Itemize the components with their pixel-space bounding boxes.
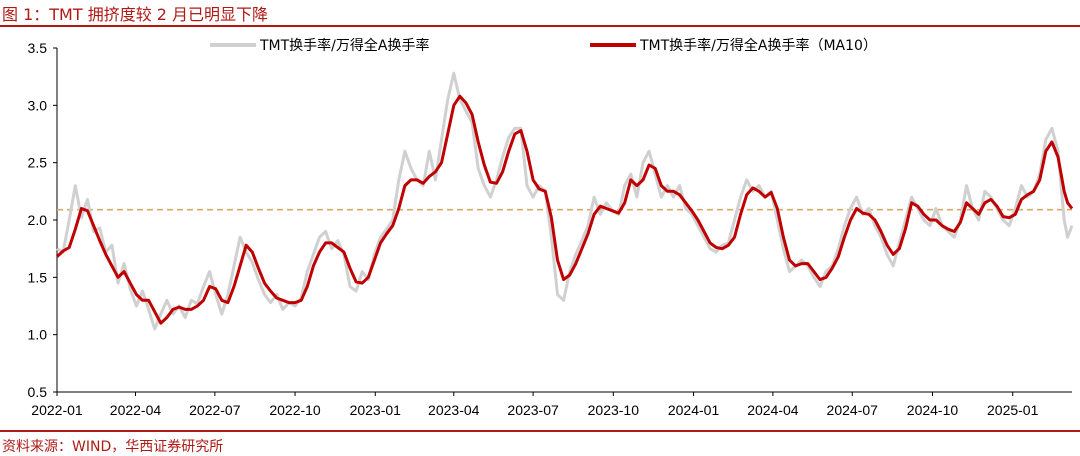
plot-area — [55, 71, 1074, 331]
y-tick-label: 1.5 — [28, 269, 48, 285]
source-note: 资料来源：WIND，华西证券研究所 — [2, 439, 224, 455]
y-tick-label: 3.5 — [28, 40, 48, 56]
x-tick-label: 2025-01 — [987, 402, 1039, 418]
x-tick-label: 2023-10 — [588, 402, 640, 418]
y-tick-label: 3.0 — [28, 97, 48, 113]
x-tick-label: 2022-07 — [189, 402, 241, 418]
turnover-ratio-chart: 0.51.01.52.02.53.03.5 2022-01 2022-04 2022… — [28, 37, 1074, 418]
x-tick-label: 2023-01 — [350, 402, 402, 418]
x-axis: 2022-01 2022-04 2022-07 2022-10 2023-01 2023-… — [31, 391, 1072, 418]
bottom-rule — [0, 430, 1080, 432]
legend: TMT换手率/万得全A换手率 TMT换手率/万得全A换手率（MA10） — [210, 37, 877, 54]
y-tick-label: 0.5 — [28, 384, 48, 400]
title-bar: 图 1：TMT 拥挤度较 2 月已明显下降 — [0, 0, 1080, 24]
series-line-raw — [56, 71, 1074, 331]
x-tick-label: 2022-01 — [31, 402, 83, 418]
y-axis: 0.5 1.0 1.5 2.0 2.5 3.0 3.5 — [28, 40, 58, 400]
y-tick-label: 2.5 — [28, 155, 48, 171]
top-rule — [0, 25, 1080, 27]
x-tick-label: 2024-07 — [827, 402, 879, 418]
y-tick-label: 1.0 — [28, 327, 48, 343]
figure-title: 图 1：TMT 拥挤度较 2 月已明显下降 — [2, 5, 269, 24]
x-tick-label: 2024-01 — [668, 402, 720, 418]
x-tick-label: 2024-04 — [747, 402, 799, 418]
legend-label-raw: TMT换手率/万得全A换手率 — [259, 37, 429, 54]
x-tick-label: 2022-04 — [110, 402, 162, 418]
x-tick-label: 2023-07 — [507, 402, 559, 418]
x-tick-label: 2023-04 — [428, 402, 480, 418]
y-tick-label: 2.0 — [28, 212, 48, 228]
series-line-ma10 — [55, 94, 1074, 325]
x-tick-label: 2022-10 — [269, 402, 321, 418]
legend-label-ma10: TMT换手率/万得全A换手率（MA10） — [639, 37, 877, 54]
x-tick-label: 2024-10 — [907, 402, 959, 418]
